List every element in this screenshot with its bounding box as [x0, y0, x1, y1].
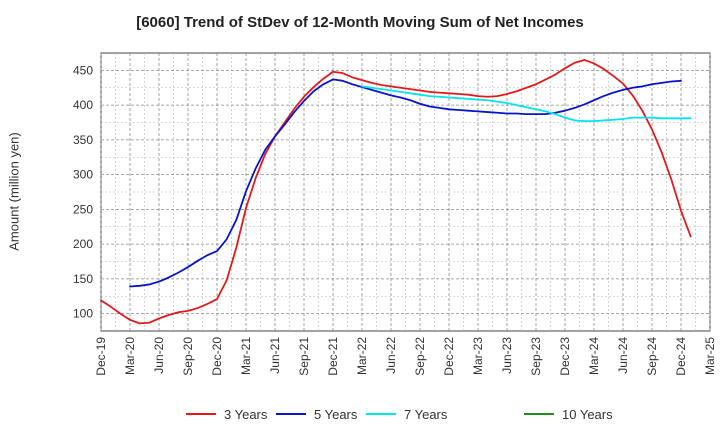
x-tick-label: Jun-24	[616, 337, 630, 374]
x-tick-label: Mar-22	[355, 337, 369, 375]
series-line-5-years	[129, 78, 682, 288]
y-tick-label: 250	[73, 202, 93, 216]
y-tick-label: 350	[73, 133, 93, 147]
x-tick-label: Jun-21	[268, 337, 282, 374]
x-tick-label: Dec-22	[442, 337, 456, 376]
x-tick-label: Dec-23	[558, 337, 572, 376]
x-tick-label: Mar-24	[587, 337, 601, 375]
y-tick-label: 100	[73, 307, 93, 321]
y-tick-label: 450	[73, 63, 93, 77]
legend-label: 5 Years	[314, 407, 358, 422]
chart-title: [6060] Trend of StDev of 12-Month Moving…	[136, 14, 584, 31]
y-tick-label: 400	[73, 98, 93, 112]
legend-label: 3 Years	[224, 407, 268, 422]
y-tick-label: 300	[73, 168, 93, 182]
x-tick-label: Jun-22	[384, 337, 398, 374]
x-tick-label: Dec-24	[674, 337, 688, 376]
x-tick-label: Dec-19	[94, 337, 108, 376]
x-tick-label: Sep-20	[181, 337, 195, 376]
series-line-3-years	[100, 59, 692, 325]
x-tick-label: Mar-25	[703, 337, 717, 375]
y-tick-label: 200	[73, 237, 93, 251]
x-tick-label: Mar-21	[239, 337, 253, 375]
legend-label: 10 Years	[562, 407, 613, 422]
x-tick-label: Dec-21	[326, 337, 340, 376]
y-tick-label: 150	[73, 272, 93, 286]
x-tick-label: Sep-23	[529, 337, 543, 376]
x-tick-label: Sep-22	[413, 337, 427, 376]
x-tick-label: Jun-20	[152, 337, 166, 374]
x-tick-label: Sep-21	[297, 337, 311, 376]
x-tick-label: Dec-20	[210, 337, 224, 376]
x-tick-label: Jun-23	[500, 337, 514, 374]
x-tick-label: Mar-20	[123, 337, 137, 375]
x-tick-label: Sep-24	[645, 337, 659, 376]
legend-label: 7 Years	[404, 407, 448, 422]
series-line-7-years	[361, 85, 692, 123]
x-tick-label: Mar-23	[471, 337, 485, 375]
